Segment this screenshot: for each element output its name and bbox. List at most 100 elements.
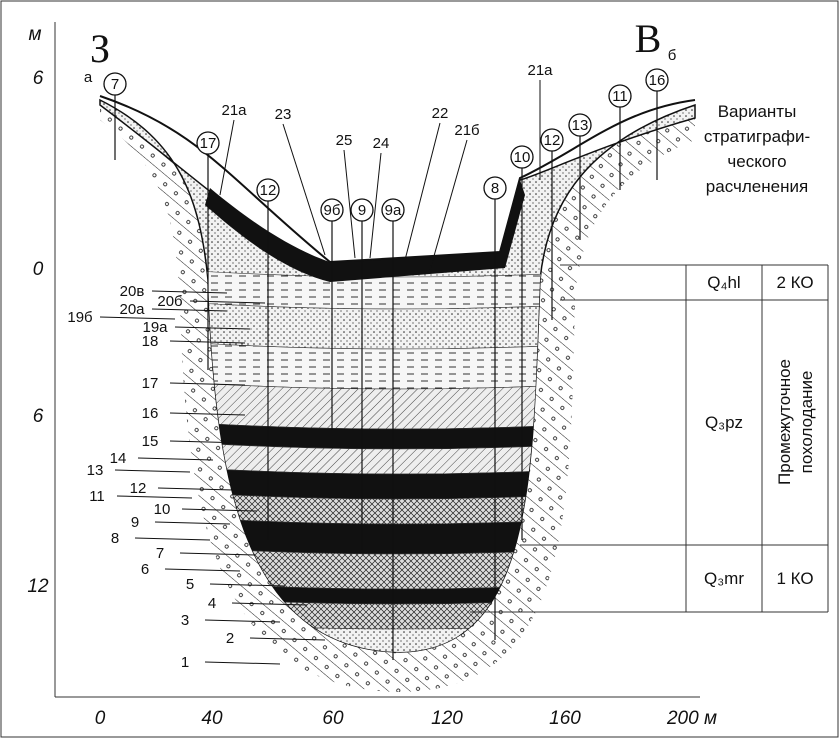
borehole-label: 12 xyxy=(260,182,277,199)
borehole-marker xyxy=(568,113,592,137)
leader-line xyxy=(169,340,246,344)
y-tick-label: 0 xyxy=(33,259,44,280)
layer-label: 16 xyxy=(142,405,159,422)
section-west: З xyxy=(90,26,110,71)
leader-line xyxy=(114,469,191,473)
leader-line xyxy=(343,149,356,259)
strat-index: Q₃mr xyxy=(704,569,744,588)
x-tick-label: 200 м xyxy=(666,708,717,729)
y-tick-label: 6 xyxy=(33,406,44,427)
layer-label: 3 xyxy=(181,612,189,629)
leader-line xyxy=(369,152,382,259)
layer-label: 25 xyxy=(336,132,353,149)
borehole-label: 9а xyxy=(385,202,402,219)
legend-title: ческого xyxy=(727,152,786,171)
strat-label: 1 КО xyxy=(776,569,813,588)
section-east: В xyxy=(635,16,662,61)
borehole-marker xyxy=(256,178,280,202)
x-tick-label: 160 xyxy=(549,708,581,729)
leader-line xyxy=(99,316,176,320)
borehole-marker xyxy=(608,84,632,108)
borehole-marker xyxy=(381,198,405,222)
layer-label: 2 xyxy=(226,630,234,647)
borehole-label: 10 xyxy=(514,149,531,166)
layer-label: 11 xyxy=(89,488,105,505)
borehole-marker xyxy=(645,68,669,92)
leader-line xyxy=(429,139,468,271)
x-tick-label: 60 xyxy=(322,708,344,729)
layer-label: 10 xyxy=(154,501,171,518)
surface-crust xyxy=(205,180,525,282)
layer-label: 1 xyxy=(181,654,189,671)
layer-label: 5 xyxy=(186,576,194,593)
borehole-marker xyxy=(320,198,344,222)
leader-line xyxy=(189,300,266,304)
layer-label: 21а xyxy=(221,102,247,119)
leader-line xyxy=(179,552,256,556)
borehole-label: 7 xyxy=(111,76,119,93)
borehole-label: 8 xyxy=(491,180,499,197)
borehole-marker xyxy=(483,176,507,200)
leader-line xyxy=(231,602,308,606)
x-tick-label: 0 xyxy=(95,708,106,729)
strat-label: похолодание xyxy=(797,371,816,474)
leader-line xyxy=(282,123,326,256)
layer-label: 23 xyxy=(275,106,292,123)
leader-line xyxy=(137,457,214,461)
strat-index: Q₃pz xyxy=(705,413,743,432)
borehole-marker xyxy=(196,131,220,155)
section-point: а xyxy=(84,69,93,86)
leader-line xyxy=(209,583,286,587)
borehole-marker xyxy=(103,72,127,96)
layer-label: 21б xyxy=(454,122,479,139)
y-axis-unit: м xyxy=(28,24,41,45)
strat-index: Q₄hl xyxy=(707,273,740,292)
layer-label: 19б xyxy=(67,309,92,326)
layer-label: 15 xyxy=(142,433,159,450)
layer-label: 8 xyxy=(111,530,119,547)
leader-line xyxy=(157,487,234,491)
leader-line xyxy=(204,619,281,623)
y-tick-label: 12 xyxy=(27,576,49,597)
leader-line xyxy=(181,508,258,512)
layer-label: 4 xyxy=(208,595,216,612)
section-point: б xyxy=(668,47,677,64)
borehole-marker xyxy=(350,198,374,222)
layer-label: 14 xyxy=(110,450,127,467)
layer-label: 19а xyxy=(142,319,168,336)
layer-label: 20в xyxy=(120,283,145,300)
leader-line xyxy=(116,495,193,499)
borehole-label: 9б xyxy=(324,202,341,219)
borehole-label: 9 xyxy=(358,202,366,219)
leader-line xyxy=(134,537,211,541)
borehole-label: 16 xyxy=(649,72,666,89)
strat-label: 2 КО xyxy=(776,273,813,292)
layer-label: 20б xyxy=(157,293,182,310)
leader-line xyxy=(164,568,241,572)
leader-line xyxy=(169,440,246,444)
ground-surface xyxy=(99,95,696,264)
leader-line xyxy=(169,412,246,416)
x-tick-label: 120 xyxy=(431,708,463,729)
leader-line xyxy=(204,661,281,665)
x-tick-label: 40 xyxy=(201,708,223,729)
leader-line xyxy=(219,119,235,196)
layer-label: 12 xyxy=(130,480,147,497)
leader-line xyxy=(404,122,441,261)
leader-line xyxy=(154,521,231,525)
bedrock xyxy=(100,100,695,692)
leader-line xyxy=(249,637,326,641)
legend-title: стратиграфи- xyxy=(704,127,810,146)
borehole-marker xyxy=(540,128,564,152)
layer-label: 7 xyxy=(156,545,164,562)
leader-line xyxy=(174,326,251,330)
layer-label: 22 xyxy=(432,105,449,122)
borehole-label: 11 xyxy=(612,88,628,105)
leader-line xyxy=(151,308,228,312)
borehole-label: 17 xyxy=(200,135,217,152)
layer-label: 9 xyxy=(131,514,139,531)
borehole-label: 12 xyxy=(544,132,561,149)
legend-title: расчленения xyxy=(706,177,808,196)
